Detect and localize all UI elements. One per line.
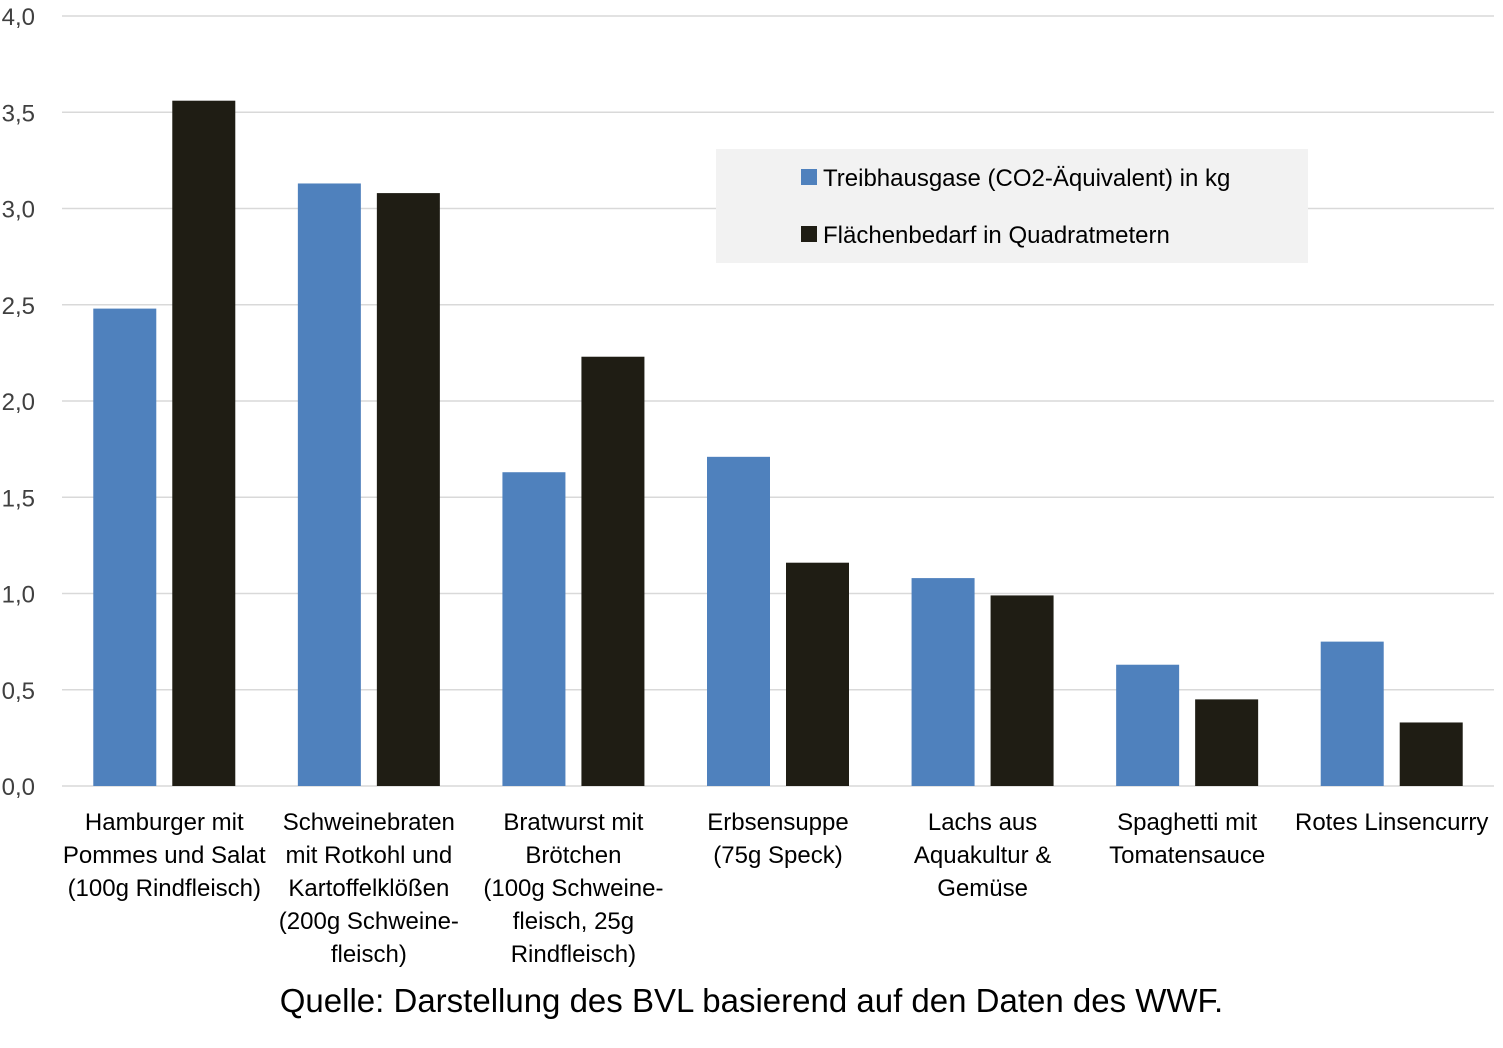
y-tick-label: 3,5 bbox=[2, 100, 35, 127]
x-category-label-line: Hamburger mit bbox=[85, 809, 244, 836]
bar-series-1-category-4 bbox=[707, 456, 770, 786]
x-axis-category-labels: Hamburger mit Pommes und Salat (100g Rindf… bbox=[63, 809, 1489, 968]
x-category-label: Spaghetti mit Tomatensauce bbox=[1109, 809, 1265, 869]
legend: Treibhausgase (CO2-Äquivalent) in kg Fläc… bbox=[716, 149, 1308, 263]
bar-series-2-category-6 bbox=[1195, 699, 1259, 786]
bar-series-2-category-4 bbox=[786, 562, 849, 786]
x-category-label-line: Brötchen bbox=[525, 842, 621, 869]
x-category-label-line: Rindfleisch) bbox=[511, 941, 636, 968]
x-category-label: Hamburger mit Pommes und Salat (100g Rindf… bbox=[63, 809, 266, 902]
x-category-label-line: Aquakultur & bbox=[914, 842, 1051, 869]
bar-series-1-category-7 bbox=[1320, 641, 1384, 786]
bar-series-2-category-5 bbox=[990, 595, 1054, 786]
x-category-label-line: Spaghetti mit bbox=[1117, 809, 1257, 836]
x-category-label-line: Rotes Linsencurry bbox=[1295, 809, 1488, 836]
x-category-label-line: Gemüse bbox=[937, 875, 1028, 902]
y-tick-label: 3,0 bbox=[2, 197, 35, 224]
x-category-label-line: fleisch) bbox=[331, 941, 407, 968]
x-category-label: Lachs aus Aquakultur & Gemüse bbox=[914, 809, 1051, 902]
x-category-label-line: (100g Schweine- bbox=[483, 875, 663, 902]
legend-background bbox=[716, 149, 1308, 263]
y-tick-label: 1,5 bbox=[2, 485, 35, 512]
x-category-label-line: Erbsensuppe bbox=[707, 809, 848, 836]
bar-series-2-category-7 bbox=[1399, 722, 1463, 786]
x-category-label-line: Lachs aus bbox=[928, 809, 1037, 836]
x-category-label: Erbsensuppe (75g Speck) bbox=[707, 809, 848, 869]
x-category-label-line: (75g Speck) bbox=[713, 842, 842, 869]
x-category-label-line: Kartoffelklößen bbox=[288, 875, 449, 902]
x-category-label-line: Tomatensauce bbox=[1109, 842, 1265, 869]
x-category-label-line: mit Rotkohl und bbox=[285, 842, 452, 869]
gridlines bbox=[62, 15, 1494, 787]
x-category-label: Rotes Linsencurry bbox=[1295, 809, 1488, 836]
x-category-label-line: (100g Rindfleisch) bbox=[68, 875, 261, 902]
y-tick-label: 2,0 bbox=[2, 389, 35, 416]
bar-series-2-category-3 bbox=[581, 356, 645, 786]
y-tick-label: 0,5 bbox=[2, 678, 35, 705]
bar-series-1-category-6 bbox=[1116, 664, 1180, 786]
x-category-label-line: (200g Schweine- bbox=[279, 908, 459, 935]
x-category-label-line: fleisch, 25g bbox=[513, 908, 634, 935]
bars bbox=[93, 100, 1463, 787]
bar-series-1-category-3 bbox=[502, 472, 566, 786]
y-tick-label: 4,0 bbox=[2, 4, 35, 31]
y-axis-tick-labels: 0,0 0,5 1,0 1,5 2,0 2,5 3,0 3,5 4,0 bbox=[2, 4, 35, 801]
bar-series-1-category-5 bbox=[911, 578, 975, 786]
x-category-label-line: Bratwurst mit bbox=[503, 809, 643, 836]
x-category-label: Bratwurst mit Brötchen (100g Schweine-flei… bbox=[483, 809, 663, 968]
y-tick-label: 1,0 bbox=[2, 582, 35, 609]
x-category-label-line: Schweinebraten bbox=[283, 809, 455, 836]
x-category-label: Schweinebraten mit Rotkohl und Kartoffelkl… bbox=[279, 809, 459, 968]
legend-swatch bbox=[801, 226, 817, 242]
bar-series-2-category-2 bbox=[376, 193, 440, 787]
legend-label: Treibhausgase (CO2-Äquivalent) in kg bbox=[823, 165, 1230, 192]
bar-series-1-category-2 bbox=[297, 183, 361, 787]
y-tick-label: 2,5 bbox=[2, 293, 35, 320]
y-tick-label: 0,0 bbox=[2, 774, 35, 801]
x-category-label-line: Pommes und Salat bbox=[63, 842, 266, 869]
bar-series-1-category-1 bbox=[93, 308, 157, 786]
legend-label: Flächenbedarf in Quadratmetern bbox=[823, 222, 1170, 249]
source-note: Quelle: Darstellung des BVL basierend au… bbox=[279, 982, 1224, 1019]
legend-swatch bbox=[801, 169, 817, 185]
bar-series-2-category-1 bbox=[172, 100, 236, 786]
